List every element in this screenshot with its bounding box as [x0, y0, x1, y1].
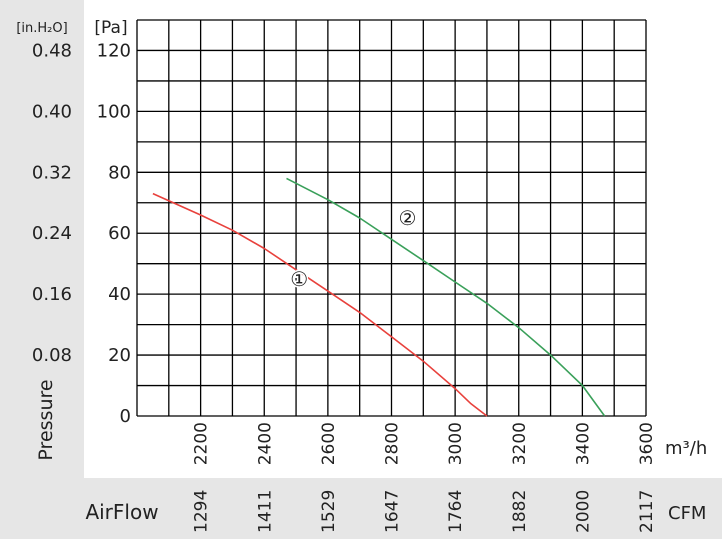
- m3h-tick-label: 2600: [319, 422, 339, 465]
- inh2o-tick-label: 0.24: [32, 223, 72, 244]
- pa-tick-label: 40: [108, 284, 131, 305]
- cfm-tick-label: 1647: [383, 490, 403, 533]
- pa-tick-labels: 0 20 40 60 80 100 120: [97, 40, 131, 427]
- inh2o-tick-label: 0.40: [32, 101, 72, 122]
- cfm-tick-labels: 1294 1411 1529 1647 1764 1882 2000 2117: [192, 490, 657, 533]
- inh2o-tick-label: 0.16: [32, 284, 72, 305]
- m3h-tick-label: 3400: [573, 422, 593, 465]
- left-panel: [0, 0, 84, 478]
- pa-tick-label: 120: [97, 40, 131, 61]
- inh2o-tick-label: 0.48: [32, 40, 72, 61]
- curve-annotation: ②: [398, 206, 416, 230]
- pa-tick-label: 0: [120, 406, 131, 427]
- pa-tick-label: 20: [108, 345, 131, 366]
- m3h-tick-labels: 2200 2400 2600 2800 3000 3200 3400 3600: [192, 422, 657, 465]
- cfm-tick-label: 2117: [637, 490, 657, 533]
- m3h-tick-label: 3600: [637, 422, 657, 465]
- cfm-tick-label: 2000: [573, 490, 593, 533]
- m3h-tick-label: 3000: [446, 422, 466, 465]
- unit-pa-label: [Pa]: [94, 18, 127, 38]
- series-line-1: [152, 192, 488, 417]
- cfm-tick-label: 1529: [319, 490, 339, 533]
- m3h-tick-label: 2800: [383, 422, 403, 465]
- curve-annotation: ①: [290, 267, 308, 291]
- pa-tick-label: 100: [97, 101, 131, 122]
- pa-tick-label: 80: [108, 162, 131, 183]
- airflow-axis-title: AirFlow: [85, 500, 158, 524]
- cfm-tick-label: 1882: [510, 490, 530, 533]
- inh2o-tick-labels: 0.08 0.16 0.24 0.32 0.40 0.48: [32, 40, 72, 366]
- cfm-tick-label: 1411: [255, 490, 275, 533]
- m3h-tick-label: 2200: [192, 422, 212, 465]
- bottom-panel: [0, 478, 722, 539]
- m3h-tick-label: 3200: [510, 422, 530, 465]
- cfm-unit-label: CFM: [668, 503, 706, 524]
- plot-grid: [136, 19, 647, 417]
- cfm-tick-label: 1764: [446, 490, 466, 533]
- m3h-unit-label: m³/h: [665, 438, 707, 459]
- series-line-2: [286, 177, 606, 417]
- pa-tick-label: 60: [108, 223, 131, 244]
- pressure-axis-title: Pressure: [35, 379, 57, 460]
- curve-annotations: ①②: [289, 205, 418, 293]
- cfm-tick-label: 1294: [192, 490, 212, 533]
- m3h-tick-label: 2400: [255, 422, 275, 465]
- unit-inh2o-label: [in.H₂O]: [16, 21, 67, 36]
- series-curves: [152, 177, 606, 417]
- inh2o-tick-label: 0.32: [32, 162, 72, 183]
- inh2o-tick-label: 0.08: [32, 345, 72, 366]
